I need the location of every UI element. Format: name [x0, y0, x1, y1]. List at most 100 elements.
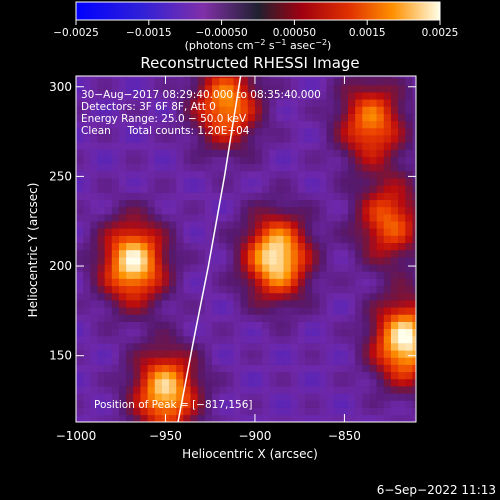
heatmap-cell [240, 199, 249, 208]
heatmap-cell [390, 76, 399, 79]
heatmap-cell [140, 407, 148, 416]
heatmap-cell [233, 407, 241, 416]
heatmap-cell [83, 192, 91, 200]
heatmap-cell [362, 228, 370, 236]
heatmap-cell [383, 285, 392, 294]
heatmap-cell [405, 300, 413, 308]
heatmap-cell [176, 178, 184, 186]
heatmap-cell [412, 400, 416, 408]
heatmap-cell [212, 335, 220, 344]
heatmap-cell [369, 278, 377, 287]
heatmap-cell [376, 264, 385, 272]
heatmap-cell [262, 135, 270, 143]
heatmap-cell [140, 235, 148, 244]
heatmap-cell [390, 271, 399, 279]
heatmap-cell [305, 76, 313, 79]
heatmap-cell [369, 142, 377, 150]
heatmap-cell [247, 142, 256, 150]
heatmap-cell [247, 357, 256, 365]
heatmap-cell [254, 335, 263, 344]
heatmap-cell [161, 214, 170, 222]
x-tick-label: −950 [149, 429, 182, 443]
heatmap-cell [190, 92, 198, 100]
heatmap-cell [290, 120, 299, 129]
heatmap-cell [240, 264, 249, 272]
heatmap-cell [140, 214, 148, 222]
heatmap-cell [290, 242, 299, 251]
heatmap-cell [90, 285, 98, 294]
heatmap-cell [212, 171, 220, 179]
heatmap-cell [290, 350, 299, 358]
heatmap-cell [297, 163, 306, 172]
heatmap-cell [204, 113, 213, 122]
heatmap-cell [383, 92, 392, 100]
heatmap-cell [176, 292, 184, 301]
heatmap-cell [76, 206, 84, 215]
heatmap-cell [97, 414, 105, 422]
heatmap-cell [283, 249, 292, 258]
heatmap-cell [326, 178, 334, 186]
heatmap-cell [212, 135, 220, 143]
heatmap-cell [376, 292, 385, 301]
heatmap-cell [104, 149, 113, 157]
heatmap-cell [269, 400, 277, 408]
heatmap-cell [312, 285, 320, 294]
heatmap-cell [133, 120, 141, 129]
heatmap-cell [312, 178, 320, 186]
heatmap-cell [398, 393, 406, 401]
heatmap-cell [226, 156, 234, 165]
heatmap-cell [405, 178, 413, 186]
heatmap-cell [154, 314, 163, 322]
heatmap-cell [412, 221, 416, 229]
heatmap-cell [340, 400, 349, 408]
heatmap-cell [133, 214, 141, 222]
heatmap-cell [212, 156, 220, 165]
heatmap-cell [283, 393, 292, 401]
heatmap-cell [190, 142, 198, 150]
heatmap-cell [183, 199, 191, 208]
heatmap-cell [97, 335, 105, 344]
heatmap-cell [412, 285, 416, 294]
heatmap-cell [212, 77, 220, 86]
heatmap-cell [126, 249, 134, 258]
heatmap-cell [97, 214, 105, 222]
heatmap-cell [133, 99, 141, 107]
heatmap-cell [269, 314, 277, 322]
heatmap-cell [90, 278, 98, 287]
heatmap-cell [297, 171, 306, 179]
heatmap-cell [76, 257, 84, 265]
heatmap-cell [362, 357, 370, 365]
heatmap-cell [348, 221, 356, 229]
heatmap-cell [254, 393, 263, 401]
heatmap-cell [383, 414, 392, 422]
heatmap-cell [90, 371, 98, 380]
heatmap-cell [326, 206, 334, 215]
heatmap-cell [340, 135, 349, 143]
heatmap-cell [118, 171, 127, 179]
heatmap-cell [405, 414, 413, 422]
heatmap-cell [83, 242, 91, 251]
heatmap-cell [383, 335, 392, 344]
heatmap-cell [247, 271, 256, 279]
heatmap-cell [183, 278, 191, 287]
heatmap-cell [197, 335, 206, 344]
heatmap-image [76, 76, 416, 422]
heatmap-cell [319, 307, 327, 315]
heatmap-cell [176, 99, 184, 107]
heatmap-cell [290, 292, 299, 301]
heatmap-cell [183, 84, 191, 93]
heatmap-cell [247, 278, 256, 287]
heatmap-cell [412, 364, 416, 373]
heatmap-cell [326, 321, 334, 330]
heatmap-cell [83, 171, 91, 179]
heatmap-cell [118, 228, 127, 236]
heatmap-cell [369, 371, 377, 380]
heatmap-cell [83, 99, 91, 107]
heatmap-cell [319, 357, 327, 365]
heatmap-cell [154, 171, 163, 179]
heatmap-cell [212, 76, 220, 79]
heatmap-cell [319, 300, 327, 308]
heatmap-cell [362, 335, 370, 344]
heatmap-cell [118, 350, 127, 358]
heatmap-cell [233, 242, 241, 251]
